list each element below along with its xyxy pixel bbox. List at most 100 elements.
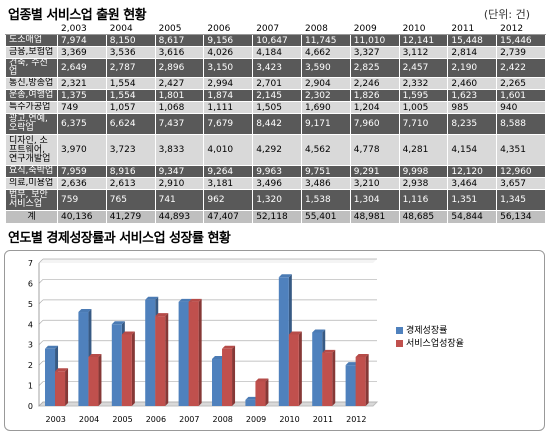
bar-top: [55, 368, 69, 372]
table-cell: 11,010: [349, 34, 400, 47]
table-cell: 2,460: [447, 77, 498, 90]
bar-economic-2006: [145, 299, 156, 406]
table-cell: 3,723: [105, 134, 156, 166]
bar-side: [198, 298, 202, 406]
table-cell: 2,302: [300, 89, 351, 102]
bar-economic-2008: [212, 359, 223, 406]
bar-top: [345, 362, 359, 366]
table-cell: 15,446: [496, 34, 546, 47]
bar-top: [278, 274, 292, 278]
table-cell: 1,320: [252, 189, 302, 211]
table-cell: 1,826: [349, 89, 400, 102]
row-label: 통신,방송업: [5, 77, 58, 90]
table-cell: 4,292: [252, 134, 302, 166]
table-cell: 9,171: [300, 113, 351, 135]
table-cell: 2,246: [349, 77, 400, 90]
table-cell: 962: [203, 189, 254, 211]
table-cell: 9,291: [349, 165, 400, 178]
table-cell: 2,896: [154, 58, 205, 78]
bar-service-2004: [88, 356, 99, 406]
table-cell: 1,554: [105, 77, 156, 90]
table-cell: 1,005: [398, 101, 449, 114]
table-cell: 7,959: [57, 165, 107, 178]
row-label: 건축, 수선업: [5, 58, 58, 78]
table-cell: 1,345: [496, 189, 546, 211]
bar-top: [255, 378, 269, 382]
bar-economic-2009: [245, 399, 256, 406]
bar-economic-2005: [111, 324, 122, 406]
table-cell: 940: [496, 101, 546, 114]
bar-service-2010: [288, 334, 299, 406]
y-tick-label: 3: [28, 341, 33, 350]
bar-top: [155, 313, 169, 317]
table-row: 법무, 보안서비스업 759 765 741 962 1,320 1,538 1,304 1,1…: [5, 189, 546, 211]
year-header-3: 2006: [203, 23, 254, 35]
table-cell: 4,010: [203, 134, 254, 166]
x-tick-label: 2008: [213, 415, 233, 424]
total-cell: 48,685: [398, 210, 449, 224]
total-cell: 55,401: [300, 210, 351, 224]
table-cell: 2,825: [349, 58, 400, 78]
row-label: 법무, 보안서비스업: [5, 189, 58, 211]
table-cell: 4,184: [252, 46, 302, 59]
bar-service-2009: [255, 381, 266, 406]
table-cell: 1,057: [105, 101, 156, 114]
table-cell: 9,347: [154, 165, 205, 178]
table-cell: 3,590: [300, 58, 351, 78]
table-cell: 2,701: [252, 77, 302, 90]
bar-top: [355, 353, 369, 357]
year-header-8: 2011: [447, 23, 498, 35]
bar-top: [178, 298, 192, 302]
x-tick-label: 2003: [46, 415, 66, 424]
table-cell: 759: [57, 189, 107, 211]
table-row: 도소매업 7,974 8,150 8,617 9,156 10,647 11,745 11,0…: [5, 34, 546, 47]
bar-top: [45, 345, 59, 349]
table-cell: 8,617: [154, 34, 205, 47]
chart-frame: 0 1 2 3 4 5 6 7 2003 2004 2005 2006 2007 2008 2009 2010…: [4, 250, 545, 431]
table-cell: 1,204: [349, 101, 400, 114]
table-cell: 749: [57, 101, 107, 114]
year-header-0: 2,003: [57, 23, 107, 35]
table-cell: 1,116: [398, 189, 449, 211]
table-cell: 2,636: [57, 177, 107, 190]
table-cell: 1,068: [154, 101, 205, 114]
total-cell: 54,844: [447, 210, 498, 224]
table-cell: 2,265: [496, 77, 546, 90]
table-cell: 765: [105, 189, 156, 211]
table-cell: 985: [447, 101, 498, 114]
bar-service-2012: [355, 356, 366, 406]
table-cell: 1,505: [252, 101, 302, 114]
y-tick-label: 4: [28, 320, 33, 329]
year-header-7: 2010: [398, 23, 449, 35]
table-cell: 11,745: [300, 34, 351, 47]
total-cell: 52,118: [252, 210, 302, 224]
bar-top: [288, 331, 302, 335]
table-cell: 1,623: [447, 89, 498, 102]
table-cell: 3,496: [252, 177, 302, 190]
table-cell: 6,624: [105, 113, 156, 135]
row-label: 금융,보험업: [5, 46, 58, 59]
bar-top: [88, 353, 102, 357]
bar-top: [222, 345, 236, 349]
year-header-9: 2012: [496, 23, 546, 35]
gridline-depth: [38, 258, 44, 264]
total-label: 계: [5, 210, 58, 224]
table-cell: 3,327: [349, 46, 400, 59]
table-cell: 7,437: [154, 113, 205, 135]
bar-top: [188, 298, 202, 302]
bar-side: [298, 331, 302, 406]
bar-top: [322, 349, 336, 353]
table-cell: 3,486: [300, 177, 351, 190]
bar-economic-2007: [178, 301, 189, 406]
table-row: 통신,방송업 2,321 1,554 2,427 2,994 2,701 2,904 2,24…: [5, 77, 546, 90]
header-row: 2,003 2004 2005 2006 2007 2008 2009 2010 2011 201…: [5, 23, 546, 35]
table-cell: 1,801: [154, 89, 205, 102]
gridline-depth: [38, 299, 44, 305]
total-row: 계 40,136 41,279 44,893 47,407 52,118 55,401 48,…: [5, 210, 546, 224]
corner-cell: [5, 23, 58, 35]
x-tick-label: 2005: [112, 415, 132, 424]
table-cell: 7,679: [203, 113, 254, 135]
table-cell: 2,904: [300, 77, 351, 90]
plot-back-top: [39, 259, 377, 263]
table-cell: 9,751: [300, 165, 351, 178]
